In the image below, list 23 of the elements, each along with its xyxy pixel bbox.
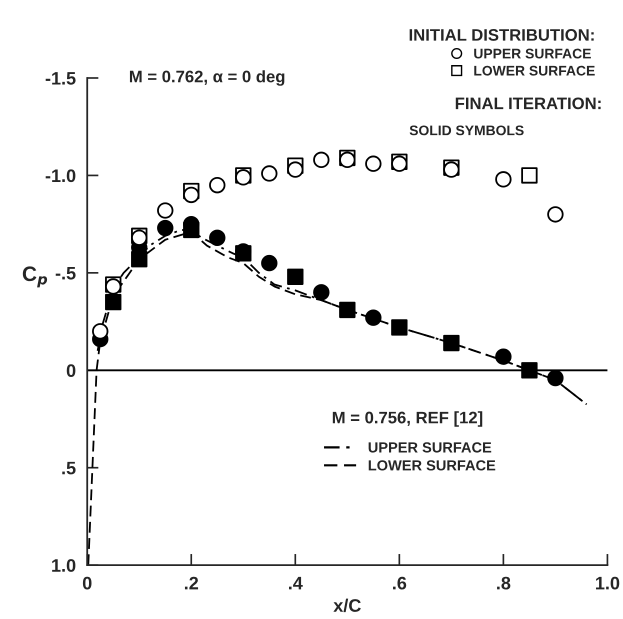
legend-title: INITIAL DISTRIBUTION: (410, 29, 594, 41)
x-axis-title: x/C (333, 598, 361, 612)
y-tick-label: -.5 (56, 266, 76, 280)
y-tick-label: -1.0 (46, 169, 76, 182)
legend-label: UPPER SURFACE (474, 48, 591, 58)
x-tick-label: .2 (184, 576, 198, 590)
legend-label: LOWER SURFACE (474, 66, 595, 76)
annotation: M = 0.762, α = 0 deg (130, 70, 284, 86)
annotation: M = 0.756, REF [12] (332, 411, 482, 427)
y-tick-label: -1.5 (46, 72, 76, 85)
annotation: FINAL ITERATION: (456, 97, 601, 110)
x-tick-label: 0 (82, 576, 92, 590)
x-tick-label: .8 (497, 576, 510, 590)
legend-label: UPPER SURFACE (368, 442, 492, 453)
x-tick-label: .4 (289, 576, 303, 590)
y-axis-title: C$_{p}$ (22, 266, 48, 288)
y-tick-label: 0 (66, 364, 76, 378)
x-tick-label: .6 (393, 576, 406, 590)
y-tick-label: .5 (62, 462, 76, 474)
y-tick-label: 1.0 (52, 559, 76, 572)
annotation: SOLID SYMBOLS (410, 125, 524, 136)
x-tick-label: 1.0 (596, 576, 620, 590)
legend-label: LOWER SURFACE (368, 460, 496, 471)
